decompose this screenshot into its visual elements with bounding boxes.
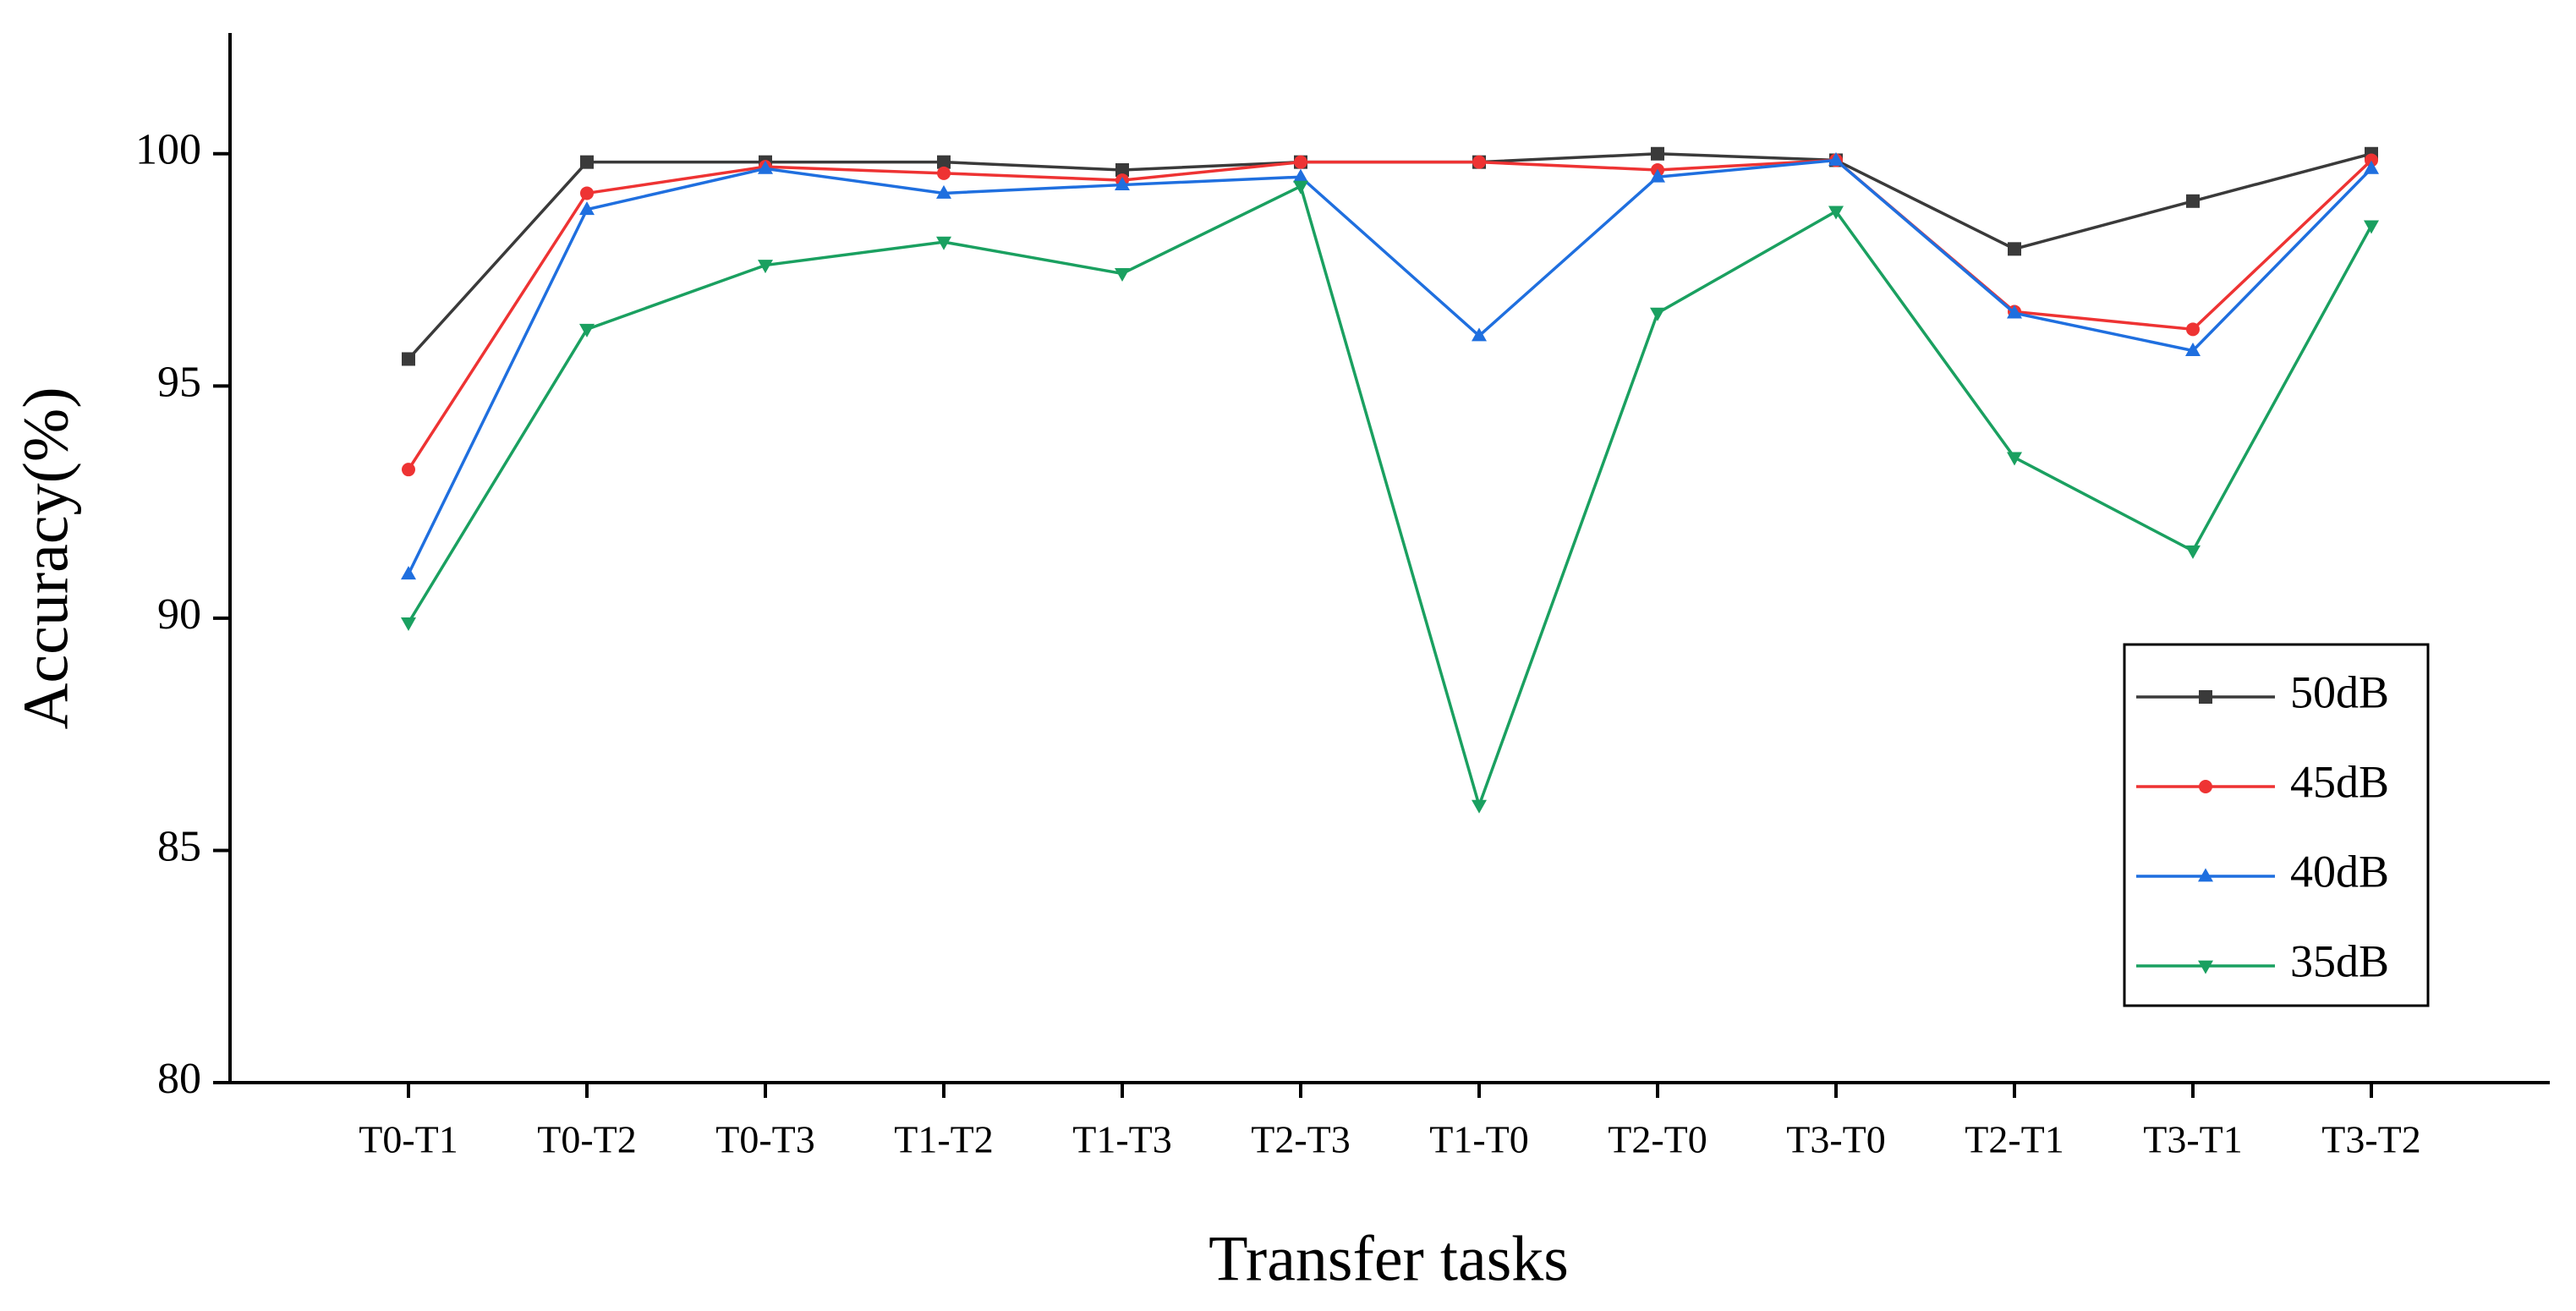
series-line	[407, 184, 2373, 810]
data-point	[2364, 220, 2379, 234]
x-tick-label: T3-T2	[2321, 1118, 2421, 1161]
legend-label: 35dB	[2290, 935, 2389, 986]
x-axis-title: Transfer tasks	[1209, 1223, 1569, 1294]
data-point	[1650, 168, 1665, 183]
data-point	[402, 352, 415, 366]
data-point	[758, 160, 773, 174]
data-point	[936, 184, 951, 199]
y-tick-label: 90	[157, 590, 201, 639]
data-point	[2365, 153, 2378, 167]
data-point	[402, 463, 415, 477]
data-point	[2007, 452, 2022, 466]
data-point	[1650, 307, 1665, 321]
x-tick-label: T0-T2	[537, 1118, 637, 1161]
series-line	[407, 158, 2373, 575]
data-point	[1293, 180, 1308, 195]
legend-marker	[2198, 960, 2213, 974]
data-point	[580, 186, 594, 200]
data-point	[1828, 206, 1844, 220]
data-point	[2364, 160, 2379, 174]
data-point	[1472, 327, 1487, 342]
y-axis-title: Accuracy(%)	[10, 387, 81, 729]
data-point	[2186, 322, 2200, 337]
data-point	[401, 566, 416, 580]
data-point	[1651, 146, 1664, 161]
y-tick-label: 95	[157, 358, 201, 406]
data-point	[1472, 155, 1486, 169]
x-tick-label: T1-T0	[1429, 1118, 1529, 1161]
x-tick-label: T2-T1	[1965, 1118, 2064, 1161]
x-tick-label: T0-T3	[715, 1118, 815, 1161]
data-point	[1294, 155, 1307, 169]
x-tick-label: T2-T3	[1251, 1118, 1351, 1161]
data-point	[937, 166, 951, 180]
data-point	[2186, 194, 2200, 208]
data-point	[936, 236, 951, 250]
x-tick-label: T3-T0	[1786, 1118, 1886, 1161]
x-tick-label: T2-T0	[1608, 1118, 1707, 1161]
legend-marker	[2198, 868, 2213, 882]
series-line	[407, 158, 2373, 471]
data-point	[1293, 168, 1308, 183]
data-point	[2007, 304, 2022, 319]
data-point	[1115, 268, 1130, 282]
legend-label: 50dB	[2290, 666, 2389, 717]
x-tick-label: T3-T1	[2143, 1118, 2243, 1161]
y-tick-label: 85	[157, 822, 201, 870]
y-tick-label: 100	[135, 126, 201, 174]
data-point	[579, 323, 595, 337]
x-tick-label: T1-T2	[894, 1118, 994, 1161]
data-point	[1115, 162, 1129, 177]
data-point	[580, 155, 594, 169]
data-point	[1472, 799, 1487, 814]
legend-label: 40dB	[2290, 846, 2389, 897]
legend-marker	[2199, 690, 2212, 704]
y-tick-label: 80	[157, 1055, 201, 1103]
data-point	[758, 260, 773, 274]
legend-box	[2123, 643, 2430, 1007]
x-tick-label: T0-T1	[359, 1118, 458, 1161]
data-point	[401, 617, 416, 631]
x-tick-label: T1-T3	[1072, 1118, 1172, 1161]
data-point	[579, 201, 595, 216]
legend-marker	[2199, 780, 2212, 793]
data-point	[2185, 545, 2201, 559]
legend-label: 45dB	[2290, 756, 2389, 807]
data-point	[1115, 176, 1130, 190]
data-point	[2008, 242, 2021, 256]
data-point	[1828, 151, 1844, 166]
data-point	[937, 155, 951, 169]
data-point	[2185, 342, 2201, 356]
